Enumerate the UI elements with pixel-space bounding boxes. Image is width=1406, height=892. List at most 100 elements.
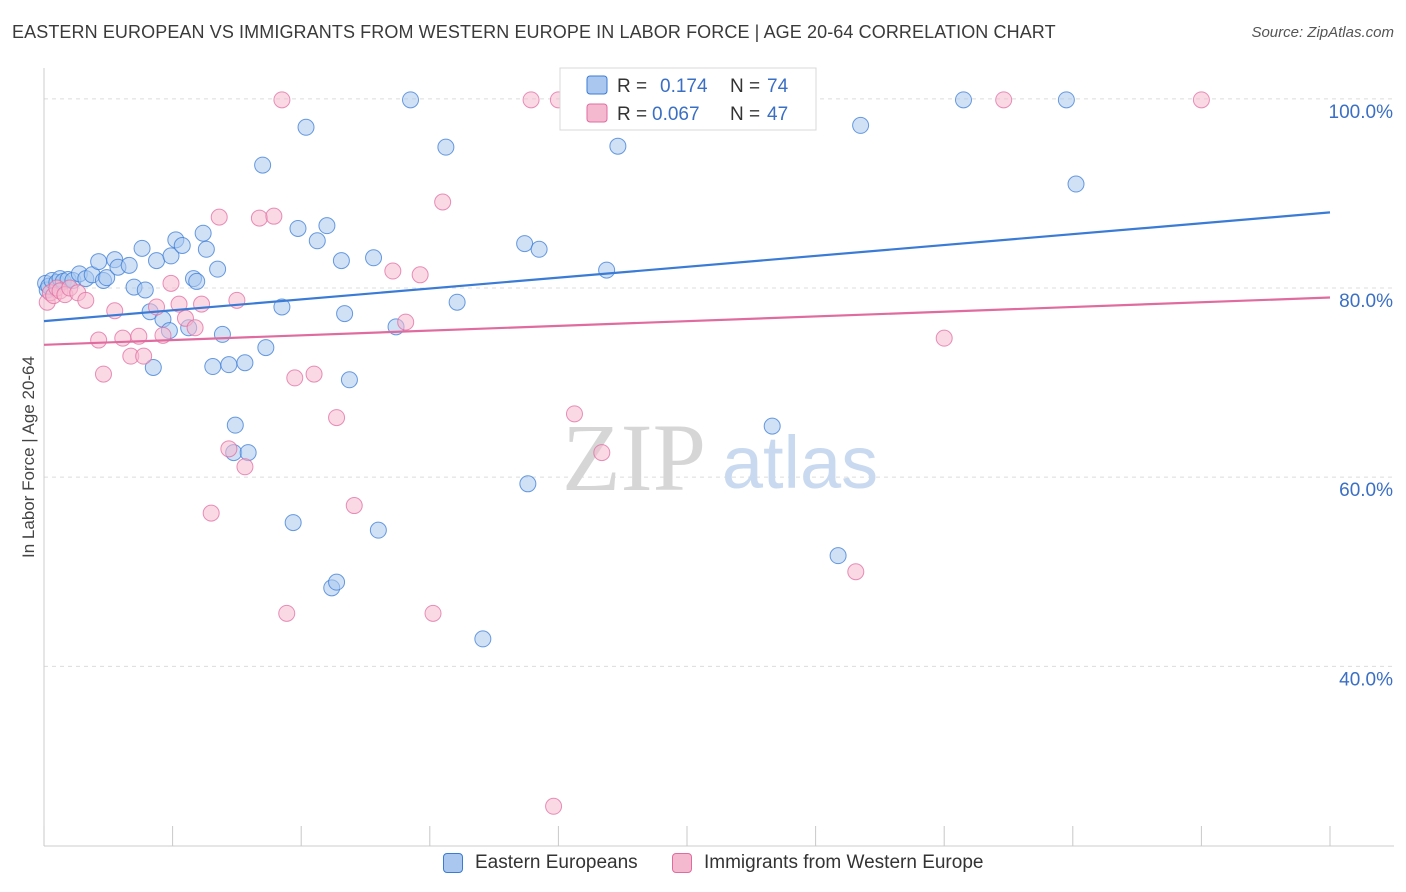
point-eastern-europeans-63 xyxy=(519,475,537,493)
legend-n-label-1: N = xyxy=(730,76,760,97)
y-tick-label-100: 100.0% xyxy=(1329,102,1394,123)
point-eastern-europeans-51 xyxy=(328,573,346,591)
point-eastern-europeans-12 xyxy=(90,253,108,271)
legend-swatch-eastern-europeans xyxy=(443,853,463,873)
watermark-atlas: atlas xyxy=(722,421,878,504)
legend-label-immigrants-western-europe: Immigrants from Western Europe xyxy=(704,852,984,873)
point-immigrants-western-europe-38 xyxy=(411,266,429,284)
point-immigrants-western-europe-49 xyxy=(1192,91,1210,109)
legend-label-eastern-europeans: Eastern Europeans xyxy=(475,852,638,873)
point-immigrants-western-europe-15 xyxy=(135,347,153,365)
legend-item-eastern-europeans: Eastern Europeans xyxy=(443,852,638,874)
point-immigrants-western-europe-12 xyxy=(114,329,132,347)
legend-r-value-2: 0.067 xyxy=(652,104,700,125)
watermark: ZIP atlas xyxy=(562,404,878,511)
point-immigrants-western-europe-42 xyxy=(545,797,563,815)
point-eastern-europeans-68 xyxy=(763,417,781,435)
point-eastern-europeans-61 xyxy=(474,630,492,648)
point-eastern-europeans-45 xyxy=(284,514,302,532)
legend-item-immigrants-western-europe: Immigrants from Western Europe xyxy=(672,852,983,874)
legend-r-value-1: 0.174 xyxy=(660,76,708,97)
point-immigrants-western-europe-34 xyxy=(328,409,346,427)
y-tick-label-80: 80.0% xyxy=(1339,291,1393,312)
point-eastern-europeans-46 xyxy=(289,219,307,237)
point-immigrants-western-europe-28 xyxy=(250,209,268,227)
point-immigrants-western-europe-23 xyxy=(202,504,220,522)
point-eastern-europeans-19 xyxy=(133,239,151,257)
legend-n-value-2: 47 xyxy=(767,104,788,125)
point-eastern-europeans-56 xyxy=(369,521,387,539)
point-eastern-europeans-41 xyxy=(239,444,257,462)
point-eastern-europeans-69 xyxy=(829,547,847,565)
point-eastern-europeans-65 xyxy=(598,261,616,279)
point-immigrants-western-europe-25 xyxy=(220,440,238,458)
point-immigrants-western-europe-29 xyxy=(265,207,283,225)
point-eastern-europeans-58 xyxy=(402,91,420,109)
legend-swatch-blue xyxy=(586,75,608,95)
point-eastern-europeans-39 xyxy=(226,416,244,434)
point-immigrants-western-europe-41 xyxy=(522,91,540,109)
legend-r-label-1: R = xyxy=(617,76,647,97)
y-tick-label-60: 60.0% xyxy=(1339,480,1393,501)
point-eastern-europeans-20 xyxy=(136,281,154,299)
point-immigrants-western-europe-47 xyxy=(935,329,953,347)
point-eastern-europeans-48 xyxy=(308,232,326,250)
point-eastern-europeans-71 xyxy=(954,91,972,109)
point-eastern-europeans-22 xyxy=(144,358,162,376)
axis-layer: 40.0%60.0%80.0%100.0%0.0%80.0% xyxy=(43,68,1394,847)
legend-swatch-immigrants-western-europe xyxy=(672,853,692,873)
scatter-chart: 40.0%60.0%80.0%100.0%0.0%80.0% ZIP atlas… xyxy=(19,67,1394,847)
point-eastern-europeans-49 xyxy=(318,217,336,235)
point-immigrants-western-europe-46 xyxy=(847,563,865,581)
stats-legend: R = 0.174 N = 74 R = 0.067 N = 47 xyxy=(559,67,817,131)
point-immigrants-western-europe-10 xyxy=(94,365,112,383)
point-eastern-europeans-44 xyxy=(273,298,291,316)
point-eastern-europeans-72 xyxy=(1057,91,1075,109)
point-eastern-europeans-43 xyxy=(257,339,275,357)
y-tick-label-40: 40.0% xyxy=(1339,669,1393,690)
point-eastern-europeans-17 xyxy=(120,256,138,274)
point-eastern-europeans-28 xyxy=(173,236,191,254)
point-immigrants-western-europe-24 xyxy=(210,208,228,226)
point-eastern-europeans-36 xyxy=(213,325,231,343)
point-eastern-europeans-31 xyxy=(188,272,206,290)
point-eastern-europeans-26 xyxy=(162,247,180,265)
point-immigrants-western-europe-35 xyxy=(345,497,363,515)
point-eastern-europeans-37 xyxy=(220,356,238,374)
point-eastern-europeans-59 xyxy=(437,138,455,156)
point-immigrants-western-europe-32 xyxy=(286,369,304,387)
point-eastern-europeans-14 xyxy=(98,269,116,287)
source-credit: Source: ZipAtlas.com xyxy=(1251,24,1394,41)
point-immigrants-western-europe-40 xyxy=(434,193,452,211)
point-eastern-europeans-64 xyxy=(530,240,548,258)
trend-line-eastern-europeans xyxy=(43,211,1331,323)
point-immigrants-western-europe-39 xyxy=(424,604,442,622)
point-immigrants-western-europe-33 xyxy=(305,365,323,383)
point-eastern-europeans-70 xyxy=(852,116,870,134)
point-eastern-europeans-52 xyxy=(332,252,350,270)
point-eastern-europeans-66 xyxy=(609,137,627,155)
legend-n-value-1: 74 xyxy=(767,76,789,97)
point-immigrants-western-europe-27 xyxy=(236,458,254,476)
trend-layer xyxy=(43,211,1331,346)
point-eastern-europeans-34 xyxy=(204,358,222,376)
point-immigrants-western-europe-31 xyxy=(278,604,296,622)
point-immigrants-western-europe-36 xyxy=(384,262,402,280)
point-eastern-europeans-73 xyxy=(1067,175,1085,193)
point-immigrants-western-europe-21 xyxy=(186,319,204,337)
legend-n-label-2: N = xyxy=(730,104,760,125)
point-eastern-europeans-40 xyxy=(236,354,254,372)
point-immigrants-western-europe-30 xyxy=(273,91,291,109)
legend-r-label-2: R = xyxy=(617,104,647,125)
point-immigrants-western-europe-48 xyxy=(995,91,1013,109)
trend-line-immigrants-western-europe xyxy=(43,296,1331,346)
point-eastern-europeans-35 xyxy=(209,260,227,278)
point-immigrants-western-europe-19 xyxy=(170,295,188,313)
point-immigrants-western-europe-9 xyxy=(90,331,108,349)
watermark-zip: ZIP xyxy=(562,404,706,511)
point-immigrants-western-europe-37 xyxy=(397,313,415,331)
point-eastern-europeans-33 xyxy=(197,240,215,258)
points-layer xyxy=(37,91,1210,815)
point-eastern-europeans-60 xyxy=(448,293,466,311)
point-immigrants-western-europe-8 xyxy=(77,291,95,309)
